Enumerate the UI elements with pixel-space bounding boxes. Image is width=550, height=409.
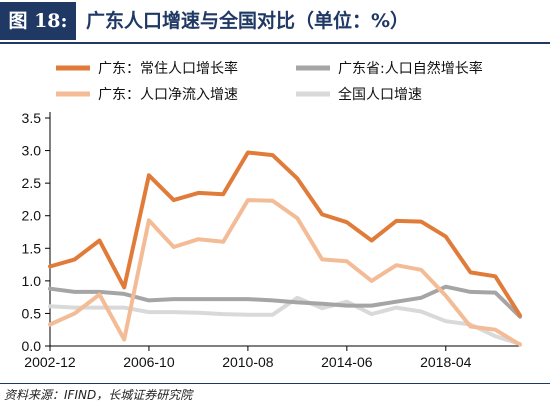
x-tick-label: 2014-06 [321,354,373,370]
y-tick-label: 1.0 [22,273,42,289]
x-tick-label: 2018-04 [420,354,472,370]
figure-header: 图 18: 广东人口增速与全国对比（单位：%） [0,0,550,44]
y-tick-label: 3.5 [22,110,42,126]
line-chart: 0.0 0.5 1.0 1.5 2.0 2.5 3.0 3.5 2002-12 2006-10 20… [22,60,522,370]
x-tick-label: 2010-08 [222,354,274,370]
legend-label-2: 广东：人口净流入增速 [98,87,238,103]
legend-label-1: 广东省:人口自然增长率 [338,60,483,77]
header-divider [0,42,550,44]
footer-divider [0,383,550,384]
y-tick-label: 0.0 [22,338,42,354]
series-line-3 [48,295,522,346]
series-line-0 [48,150,522,318]
figure-label: 图 18: [0,2,76,40]
figure-title: 广东人口增速与全国对比（单位：%） [86,10,410,32]
x-tick-label: 2006-10 [123,354,175,370]
y-tick-label: 2.5 [22,175,42,191]
legend-label-3: 全国人口增速 [338,86,422,103]
y-tick-label: 0.5 [22,305,42,321]
y-tick-label: 2.0 [22,208,42,224]
x-tick-label: 2002-12 [24,354,76,370]
series-line-1 [48,284,522,319]
y-tick-label: 3.0 [22,143,42,159]
series-line-2 [48,198,522,347]
y-tick-label: 1.5 [22,240,42,256]
legend-label-0: 广东：常住人口增长率 [98,60,238,77]
source-note: 资料来源：IFIND，长城证券研究院 [4,388,193,402]
